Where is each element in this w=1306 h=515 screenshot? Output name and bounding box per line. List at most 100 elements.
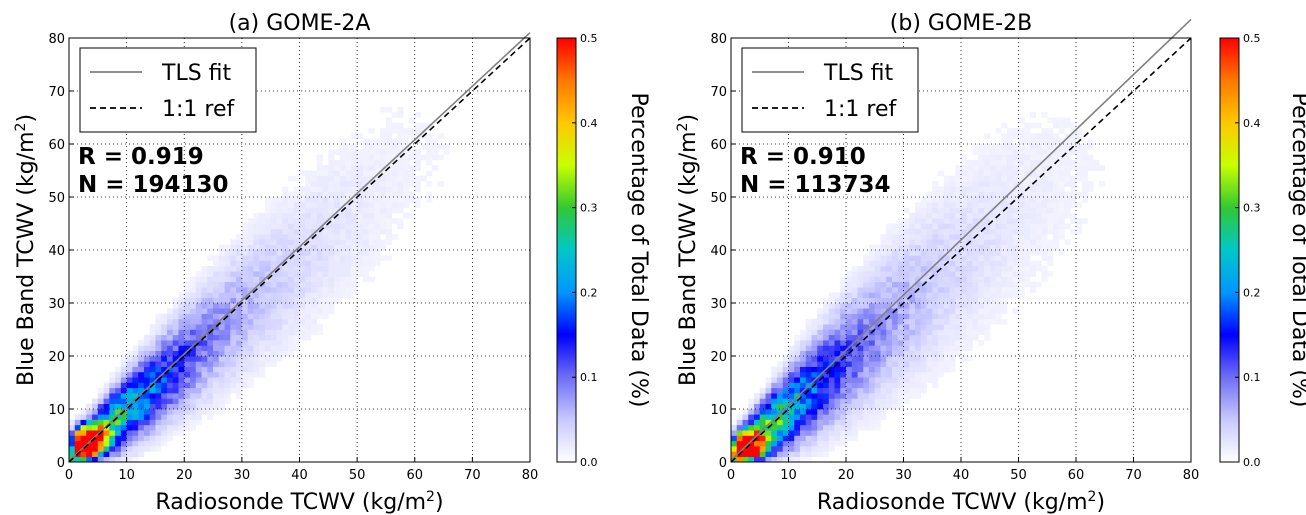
density-cell — [978, 186, 985, 192]
y-tick-label: 40 — [710, 244, 727, 259]
density-cell — [299, 276, 306, 283]
density-cell — [909, 244, 916, 251]
density-cell — [874, 387, 881, 394]
density-cell — [892, 361, 899, 367]
density-cell — [190, 398, 197, 404]
density-cell — [961, 297, 968, 304]
density-cell — [995, 250, 1002, 256]
density-cell — [926, 318, 933, 325]
density-cell — [408, 175, 416, 182]
density-cell — [374, 149, 381, 155]
density-cell — [172, 334, 179, 341]
density-cell — [978, 159, 985, 166]
density-cell — [955, 207, 962, 214]
density-cell — [138, 387, 145, 394]
density-cell — [247, 271, 254, 277]
density-cell — [213, 260, 220, 267]
density-cell — [834, 350, 841, 357]
density-cell — [995, 223, 1002, 230]
density-cell — [840, 303, 847, 309]
density-cell — [345, 218, 352, 224]
density-cell — [166, 409, 174, 415]
density-cell — [1012, 292, 1019, 298]
density-cell — [184, 303, 191, 309]
density-cell — [943, 366, 950, 373]
density-cell — [253, 281, 260, 288]
density-cell — [357, 159, 364, 166]
density-cell — [1012, 271, 1019, 277]
density-cell — [955, 281, 962, 288]
density-cell — [938, 170, 945, 177]
density-cell — [224, 244, 231, 251]
density-cell — [1041, 144, 1048, 150]
density-cell — [432, 165, 439, 171]
density-cell — [805, 393, 812, 399]
density-cell — [915, 324, 922, 330]
density-cell — [777, 456, 784, 463]
density-cell — [236, 350, 243, 357]
density-cell — [817, 313, 824, 320]
density-cell — [1076, 144, 1083, 150]
density-cell — [287, 250, 295, 256]
density-cell — [357, 260, 364, 267]
density-cell — [207, 387, 214, 394]
density-cell — [777, 419, 784, 426]
density-cell — [759, 456, 766, 463]
density-cell — [247, 366, 254, 373]
density-cell — [823, 340, 830, 346]
density-cell — [828, 409, 835, 415]
density-cell — [362, 244, 369, 251]
density-cell — [989, 144, 996, 150]
density-cell — [322, 308, 329, 314]
density-cell — [765, 419, 772, 426]
density-cell — [851, 430, 858, 436]
density-cell — [380, 191, 387, 198]
density-cell — [915, 356, 922, 362]
density-cell — [282, 308, 289, 314]
one-to-one-ref-line — [68, 37, 531, 463]
density-cell — [869, 393, 876, 399]
density-cell — [840, 366, 847, 373]
density-cell — [886, 303, 893, 309]
density-cell — [1064, 223, 1071, 230]
density-cell — [305, 271, 312, 277]
density-cell — [201, 303, 208, 309]
density-cell — [777, 361, 784, 367]
density-cell — [869, 377, 876, 383]
density-cell — [385, 133, 392, 139]
density-cell — [270, 276, 277, 283]
density-cell — [403, 191, 410, 198]
density-cell — [995, 308, 1002, 314]
density-cell — [1012, 265, 1019, 272]
density-cell — [938, 239, 945, 245]
density-cell — [184, 281, 191, 288]
density-cell — [800, 345, 807, 351]
density-cell — [339, 149, 346, 155]
density-cell — [1064, 175, 1071, 182]
density-cell — [339, 260, 346, 267]
density-cell — [264, 234, 271, 240]
density-cell — [103, 419, 110, 426]
density-cell — [869, 409, 876, 415]
density-cell — [1024, 154, 1031, 161]
density-cell — [328, 276, 335, 283]
density-cell — [978, 239, 985, 245]
density-cell — [178, 308, 185, 314]
density-cell — [978, 265, 985, 272]
density-cell — [224, 281, 231, 288]
density-cell — [120, 440, 127, 447]
density-cell — [995, 144, 1002, 150]
density-cell — [109, 403, 116, 410]
density-cell — [834, 345, 841, 351]
density-cell — [195, 281, 202, 288]
density-cell — [1047, 197, 1054, 203]
density-cell — [966, 318, 973, 325]
density-cell — [915, 377, 922, 383]
density-cell — [426, 133, 433, 139]
density-cell — [1012, 234, 1019, 240]
density-cell — [161, 403, 168, 410]
density-cell — [943, 244, 950, 251]
x-tick-label: 70 — [464, 468, 481, 483]
density-cell — [155, 334, 162, 341]
density-cell — [800, 350, 807, 357]
